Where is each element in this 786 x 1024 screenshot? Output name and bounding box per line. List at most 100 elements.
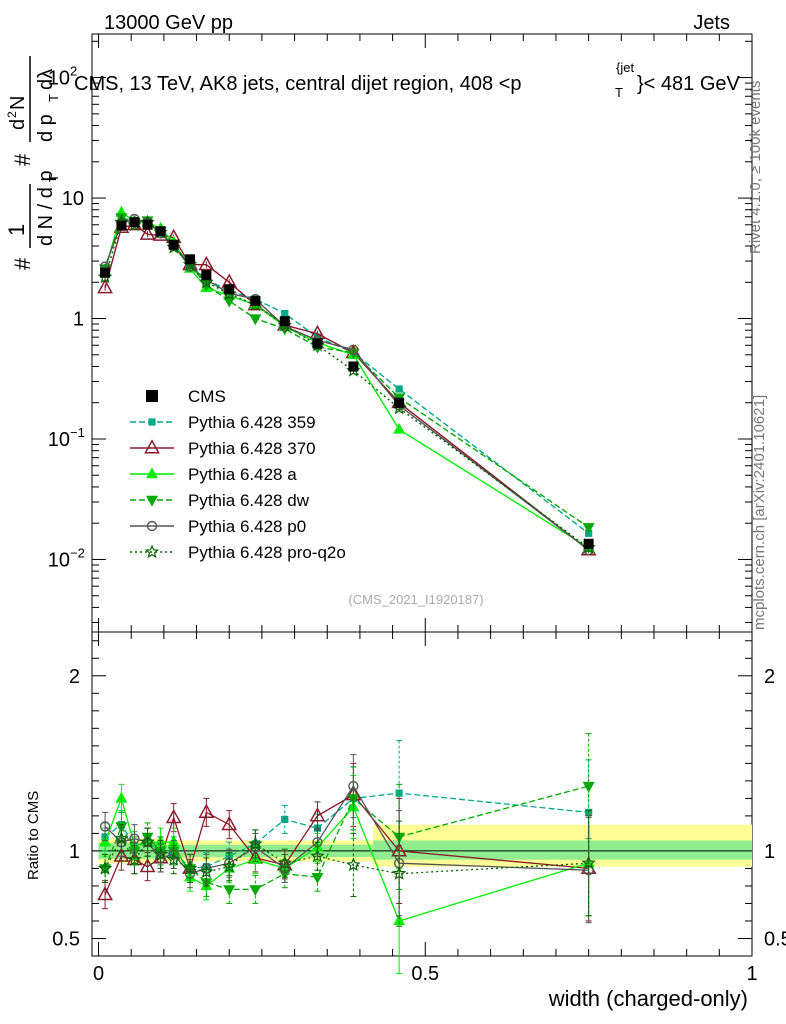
data-point — [279, 863, 290, 874]
plot-title-sup: {jet — [616, 60, 634, 75]
y-tick-label: 10 — [62, 188, 84, 210]
series-line — [104, 216, 589, 528]
ylabel-d: d — [7, 119, 29, 130]
y-tick-exponent: −1 — [70, 425, 85, 440]
header-left: 13000 GeV pp — [104, 12, 233, 34]
data-point — [116, 220, 127, 231]
data-point — [348, 780, 359, 792]
x-tick-label: 0 — [93, 963, 104, 985]
series-cms — [100, 217, 594, 549]
series-pythia-6-428-p0 — [99, 213, 594, 556]
data-point — [249, 314, 262, 326]
data-point — [583, 538, 594, 549]
data-point — [146, 495, 158, 507]
data-point — [221, 815, 238, 831]
mcplots-label: mcplots.cern.ch [arXiv:2401.10621] — [751, 395, 768, 630]
ratio-y-tick-label-right: 0.5 — [764, 928, 786, 950]
y-tick-label: 10 — [48, 429, 70, 451]
data-point — [393, 422, 406, 434]
ratio-y-tick-label-right: 1 — [764, 841, 775, 863]
ylabel-dlambda: dλ — [35, 69, 57, 90]
legend-entry: Pythia 6.428 a — [130, 465, 297, 484]
legend-label: Pythia 6.428 dw — [188, 491, 310, 510]
legend-entry: Pythia 6.428 p0 — [130, 517, 306, 536]
ylabel-denominator-sub: T — [46, 174, 61, 182]
data-point — [185, 254, 196, 265]
series-pythia-6-428-359 — [101, 214, 593, 537]
legend-label: Pythia 6.428 a — [188, 465, 297, 484]
data-point — [346, 857, 361, 872]
ylabel-dpt-sub: T — [46, 94, 61, 102]
data-point — [140, 834, 155, 849]
data-point — [155, 226, 166, 237]
y-tick-exponent: 2 — [70, 64, 77, 79]
x-axis-label: width (charged-only) — [548, 986, 748, 1011]
data-point — [250, 295, 261, 306]
x-tick-label: 0.5 — [411, 963, 439, 985]
ratio-series — [97, 733, 597, 975]
ylabel-d-exp: 2 — [5, 111, 19, 118]
data-point — [395, 385, 403, 393]
data-point — [279, 316, 290, 327]
series-pythia-6-428-a — [99, 205, 595, 552]
ratio-line — [104, 785, 589, 891]
data-point — [142, 219, 153, 230]
data-point — [168, 239, 179, 250]
data-point — [114, 831, 129, 845]
ratio-y-tick-label-right: 2 — [764, 666, 775, 688]
data-point — [113, 847, 130, 862]
main-ylabel: # 1 d N / d p T # d 2 N d p T dλ — [4, 56, 61, 270]
data-point — [139, 225, 156, 240]
data-point — [127, 852, 142, 866]
data-point — [165, 808, 182, 824]
legend-label: CMS — [188, 387, 226, 406]
data-point — [394, 397, 405, 408]
data-point — [223, 296, 236, 308]
ratio-y-tick-label: 0.5 — [52, 928, 80, 950]
data-point — [146, 467, 158, 479]
legend-label: Pythia 6.428 p0 — [188, 517, 306, 536]
data-point — [395, 789, 403, 797]
data-point — [97, 885, 113, 901]
data-point — [582, 781, 595, 793]
series-line — [104, 218, 590, 551]
data-point — [281, 815, 289, 823]
data-point — [312, 338, 323, 349]
plot-title-sub: T — [615, 85, 623, 100]
legend-entry: Pythia 6.428 370 — [130, 439, 316, 458]
data-point — [97, 860, 113, 875]
ratio-axis-ticks: 0.5 0.5 1 1 2 2 0 0.5 1 — [52, 632, 786, 985]
y-tick-label: 10 — [48, 549, 70, 571]
ylabel-N: N — [7, 96, 29, 110]
data-point — [224, 284, 235, 295]
series-line — [104, 221, 590, 549]
analysis-watermark: (CMS_2021_I1920187) — [348, 592, 483, 607]
data-point — [391, 866, 407, 880]
data-point — [311, 872, 324, 884]
rivet-label: Rivet 4.1.0, ≥ 100k events — [747, 81, 764, 254]
data-point — [277, 855, 293, 870]
y-tick-exponent: −2 — [70, 545, 85, 560]
data-point — [115, 791, 128, 803]
header-right: Jets — [693, 12, 730, 34]
data-point — [348, 344, 359, 356]
data-point — [99, 835, 112, 847]
data-point — [201, 269, 212, 280]
plot-title-end: }< 481 GeV — [637, 73, 741, 95]
uncertainty-band — [372, 840, 752, 860]
data-point — [198, 803, 215, 818]
series-pythia-6-428-370 — [97, 216, 597, 556]
data-point — [582, 523, 595, 534]
legend-entry: Pythia 6.428 pro-q2o — [130, 543, 346, 562]
data-point — [393, 914, 406, 926]
data-point — [129, 217, 140, 228]
data-point — [223, 885, 236, 897]
data-point — [221, 859, 237, 873]
data-point — [144, 544, 160, 559]
data-point — [249, 885, 262, 897]
data-point — [144, 439, 160, 454]
data-point — [281, 309, 289, 318]
ratio-series-pythia-6-428-pro-q2o — [97, 810, 596, 927]
